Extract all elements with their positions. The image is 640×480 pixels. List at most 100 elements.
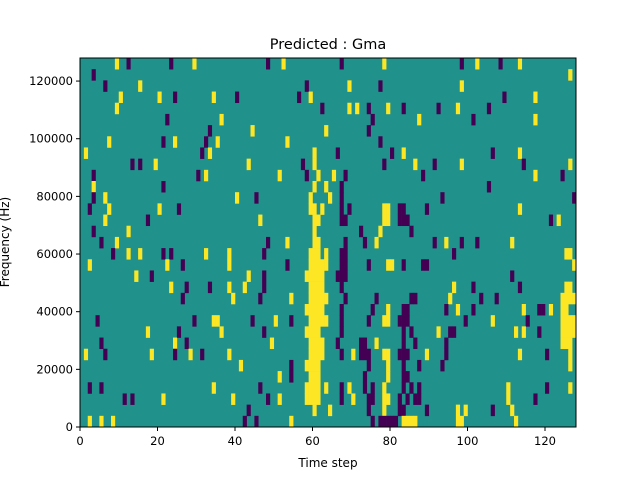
heatmap-cell-high xyxy=(289,292,294,305)
heatmap-cell-low xyxy=(176,326,182,338)
heatmap-cell-high xyxy=(308,292,313,305)
heatmap-cell-high xyxy=(463,404,468,417)
heatmap-cell-low xyxy=(486,181,492,193)
heatmap-cell-high xyxy=(215,315,220,327)
heatmap-cell-low xyxy=(362,337,368,350)
heatmap-cell-low xyxy=(560,169,565,182)
heatmap-cell-low xyxy=(362,371,368,383)
heatmap-cell-high xyxy=(316,359,321,372)
heatmap-cell-high xyxy=(316,270,321,282)
heatmap-cell-low xyxy=(370,304,375,316)
heatmap-cell-low xyxy=(95,315,100,327)
heatmap-cell-high xyxy=(355,102,360,115)
heatmap-cell-high xyxy=(386,348,391,361)
heatmap-cell-high xyxy=(386,359,391,372)
heatmap-cell-high xyxy=(572,292,577,305)
heatmap-cell-low xyxy=(572,192,577,204)
heatmap-cell-low xyxy=(378,80,383,92)
heatmap-cell-low xyxy=(494,292,499,305)
heatmap-cell-low xyxy=(424,259,430,271)
heatmap-cell-low xyxy=(207,125,213,137)
heatmap-cell-high xyxy=(312,359,317,372)
heatmap-cell-high xyxy=(568,281,573,294)
heatmap-cells xyxy=(80,58,577,428)
heatmap-cell-low xyxy=(421,259,426,271)
heatmap-cell-high xyxy=(564,248,569,260)
heatmap-cell-high xyxy=(238,359,244,372)
heatmap-cell-low xyxy=(161,181,166,193)
heatmap-cell-high xyxy=(560,326,565,338)
heatmap-cell-low xyxy=(335,270,340,282)
heatmap-cell-high xyxy=(312,304,317,316)
heatmap-cell-low xyxy=(366,359,371,372)
heatmap-cell-high xyxy=(258,214,263,227)
y-axis-label: Frequency (Hz) xyxy=(0,197,12,288)
heatmap-cell-high xyxy=(308,371,313,383)
heatmap-cell-high xyxy=(514,415,519,428)
heatmap-cell-low xyxy=(370,382,375,394)
heatmap-cell-high xyxy=(312,214,317,227)
heatmap-cell-low xyxy=(432,236,437,249)
heatmap-cell-high xyxy=(320,203,325,215)
heatmap-cell-low xyxy=(343,214,348,227)
heatmap-cell-high xyxy=(560,337,565,350)
heatmap-cell-high xyxy=(324,382,329,394)
heatmap-cell-high xyxy=(165,259,170,271)
heatmap-cell-low xyxy=(339,259,344,271)
heatmap-cell-high xyxy=(250,125,255,137)
heatmap-cell-low xyxy=(366,315,371,327)
heatmap-cell-high xyxy=(560,315,565,327)
heatmap-cell-high xyxy=(87,259,92,271)
heatmap-cell-high xyxy=(459,158,464,171)
heatmap-cell-low xyxy=(525,315,530,327)
heatmap-cell-high xyxy=(386,315,391,327)
heatmap-cell-low xyxy=(254,415,259,428)
heatmap-cell-high xyxy=(312,382,317,394)
heatmap-cell-high xyxy=(312,236,317,249)
heatmap-cell-low xyxy=(471,281,476,294)
heatmap-cell-high xyxy=(517,58,523,70)
heatmap-cell-high xyxy=(231,393,236,405)
heatmap-cell-high xyxy=(521,326,526,338)
heatmap-cell-low xyxy=(207,281,213,294)
x-tick-label: 100 xyxy=(457,434,479,448)
heatmap-cell-high xyxy=(281,58,286,70)
heatmap-cell-low xyxy=(401,404,406,417)
heatmap-cell-low xyxy=(130,158,135,171)
heatmap-cell-low xyxy=(304,80,309,92)
heatmap-cell-low xyxy=(339,315,344,327)
heatmap-cell-high xyxy=(308,382,313,394)
heatmap-cell-low xyxy=(517,281,523,294)
heatmap-cell-low xyxy=(335,337,340,350)
heatmap-cell-high xyxy=(215,136,220,148)
heatmap-cell-high xyxy=(533,91,538,104)
heatmap-cell-low xyxy=(289,315,294,327)
heatmap-cell-high xyxy=(320,304,325,316)
heatmap-cell-high xyxy=(386,102,391,115)
heatmap-cell-high xyxy=(227,348,232,361)
heatmap-cell-high xyxy=(506,393,511,405)
heatmap-cell-low xyxy=(397,404,402,417)
heatmap-cell-high xyxy=(390,259,395,271)
heatmap-cell-high xyxy=(312,326,317,338)
heatmap-cell-high xyxy=(324,259,329,271)
heatmap-cell-low xyxy=(401,315,406,327)
heatmap-cell-high xyxy=(312,158,317,171)
heatmap-cell-high xyxy=(413,158,418,171)
heatmap-cell-high xyxy=(347,382,352,394)
y-tick-label: 100000 xyxy=(29,132,73,146)
heatmap-cell-low xyxy=(390,147,395,159)
heatmap-cell-low xyxy=(339,304,344,316)
heatmap-cell-high xyxy=(568,337,573,350)
heatmap-cell-low xyxy=(258,382,263,394)
heatmap-cell-low xyxy=(266,393,271,405)
heatmap-cell-low xyxy=(103,348,108,361)
heatmap-cell-high xyxy=(320,292,325,305)
heatmap-cell-high xyxy=(316,259,321,271)
heatmap-cell-low xyxy=(374,292,379,305)
heatmap-cell-high xyxy=(246,270,251,282)
heatmap-cell-high xyxy=(316,382,321,394)
heatmap-cell-low xyxy=(285,259,290,271)
heatmap-cell-high xyxy=(548,304,554,316)
